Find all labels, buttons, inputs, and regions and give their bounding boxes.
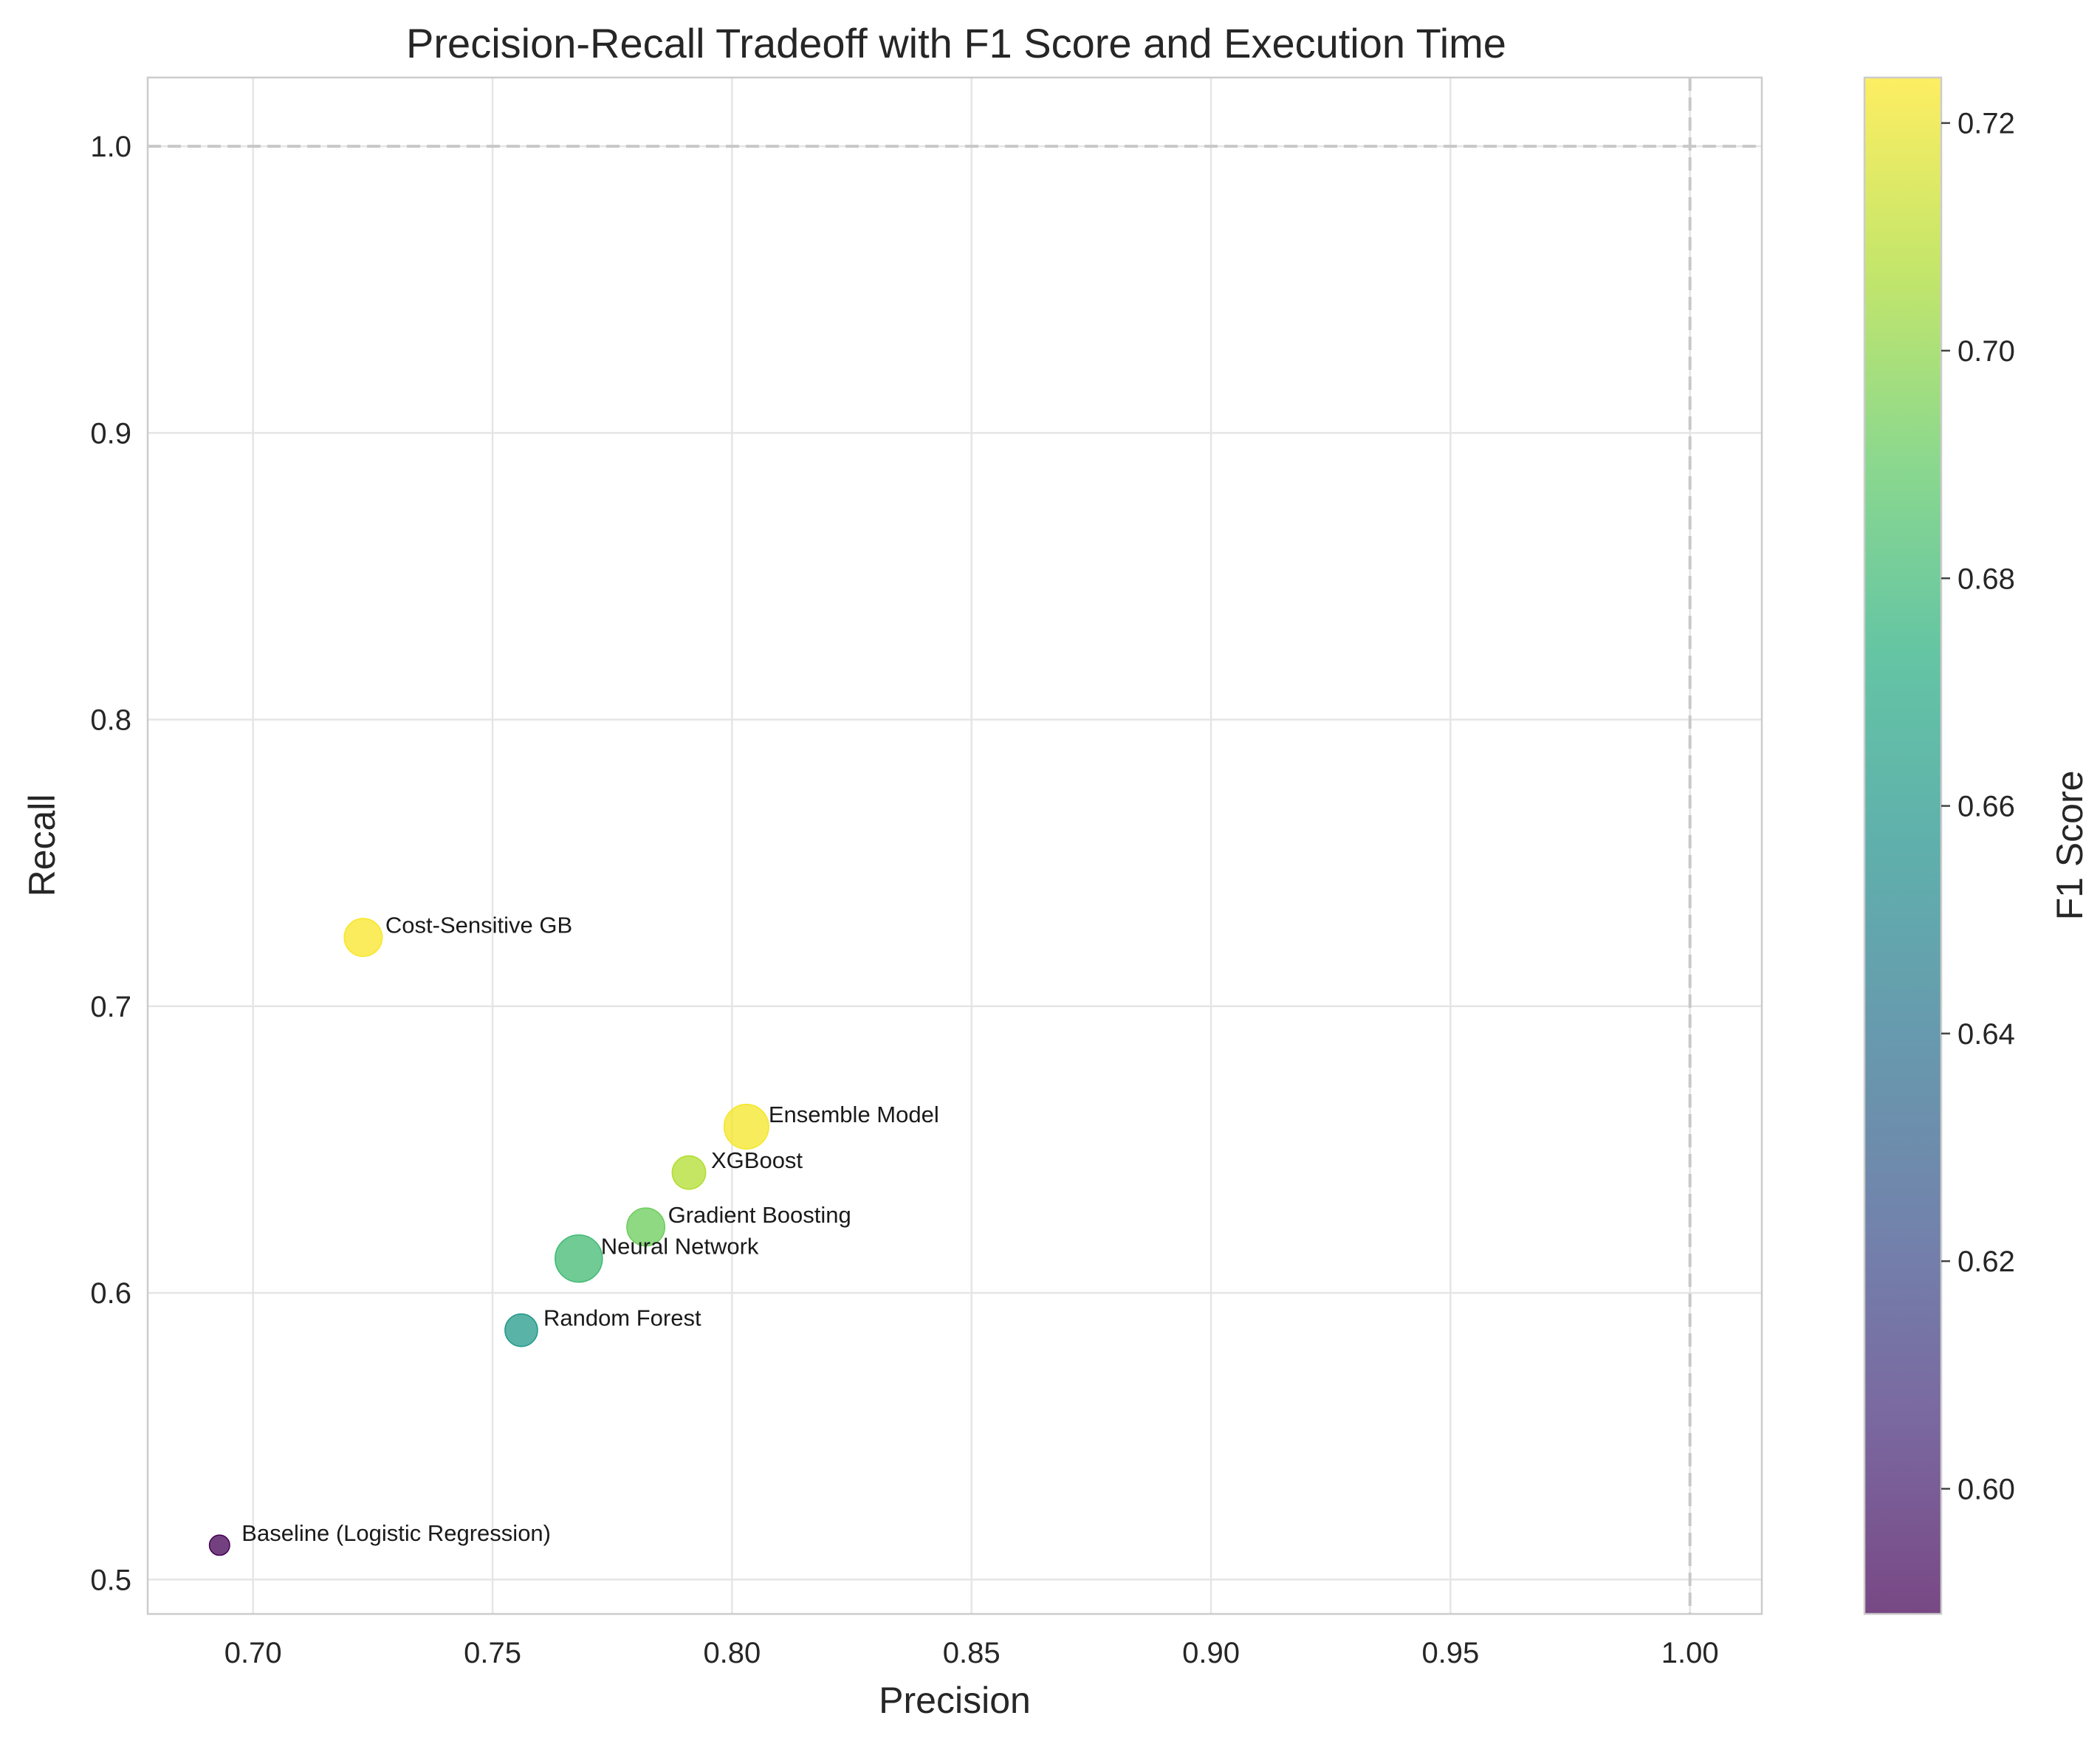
data-point: [555, 1234, 603, 1283]
data-point: [504, 1313, 538, 1347]
x-tick-label: 0.75: [464, 1637, 521, 1669]
point-label: Cost-Sensitive GB: [385, 913, 572, 938]
point-label: XGBoost: [711, 1147, 803, 1173]
grid-layer: [148, 78, 1762, 1614]
colorbar-label: F1 Score: [2049, 771, 2090, 921]
x-tick-label: 0.95: [1421, 1637, 1479, 1669]
x-tick-label: 0.85: [943, 1637, 1001, 1669]
data-point: [208, 1534, 230, 1556]
reference-lines: [148, 78, 1762, 1614]
x-axis-label: Precision: [879, 1680, 1031, 1721]
colorbar-tick-label: 0.68: [1957, 563, 2015, 595]
data-point: [671, 1155, 707, 1190]
y-tick-label: 0.5: [90, 1564, 131, 1596]
x-tick-label: 0.90: [1182, 1637, 1240, 1669]
colorbar-frame: [1863, 76, 1943, 1615]
colorbar-tick-label: 0.60: [1957, 1473, 2015, 1505]
y-tick-label: 0.6: [90, 1277, 131, 1310]
colorbar-tick-label: 0.64: [1957, 1018, 2015, 1051]
data-point: [626, 1207, 666, 1247]
data-point: [723, 1104, 769, 1150]
data-point: [343, 918, 383, 958]
data-points: [208, 918, 769, 1556]
point-labels: Baseline (Logistic Regression) Cost-Sensi…: [241, 913, 939, 1546]
colorbar-ticks: 0.60 0.62 0.64 0.66 0.68 0.70 0.72: [1941, 108, 2015, 1505]
point-label: Baseline (Logistic Regression): [241, 1520, 551, 1546]
y-tick-label: 0.9: [90, 417, 131, 450]
plot-frame: [146, 76, 1763, 1615]
point-label: Gradient Boosting: [668, 1202, 851, 1228]
colorbar-tick-label: 0.72: [1957, 108, 2015, 140]
y-tick-label: 1.0: [90, 131, 131, 163]
point-label: Neural Network: [601, 1234, 759, 1260]
x-tick-label: 0.70: [224, 1637, 282, 1669]
x-tick-labels: 0.70 0.75 0.80 0.85 0.90 0.95 1.00: [224, 1637, 1719, 1669]
point-label: Ensemble Model: [769, 1102, 939, 1127]
colorbar-tick-label: 0.66: [1957, 791, 2015, 823]
y-axis-label: Recall: [21, 794, 63, 897]
chart-title: Precision-Recall Tradeoff with F1 Score …: [406, 20, 1506, 66]
x-tick-label: 1.00: [1661, 1637, 1719, 1669]
colorbar-tick-label: 0.70: [1957, 335, 2015, 368]
point-label: Random Forest: [543, 1305, 701, 1331]
colorbar-tick-label: 0.62: [1957, 1246, 2015, 1278]
y-tick-label: 0.7: [90, 991, 131, 1023]
y-tick-labels: 0.5 0.6 0.7 0.8 0.9 1.0: [90, 131, 131, 1596]
x-tick-label: 0.80: [703, 1637, 761, 1669]
colorbar: [1864, 78, 1941, 1614]
y-tick-label: 0.8: [90, 704, 131, 737]
